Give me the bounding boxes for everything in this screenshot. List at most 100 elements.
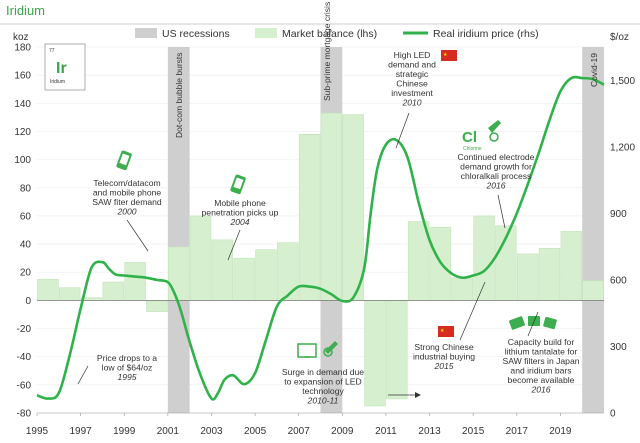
left-axis-tick-label: 80	[20, 183, 32, 194]
annotation-leaders	[77, 112, 539, 396]
x-axis-tick-label: 2015	[462, 426, 485, 437]
recession-label-dotcom: Dot-com bubble bursts	[174, 52, 184, 138]
annotation-year: 2000	[116, 207, 136, 217]
left-axis-tick-label: -20	[17, 324, 32, 335]
legend-label-price: Real iridium price (rhs)	[433, 28, 539, 40]
annotation-year: 2016	[530, 385, 550, 395]
market-balance-bar	[298, 133, 321, 301]
market-balance-bar	[320, 112, 343, 301]
annotation-text-line: Telecom/datacom	[93, 178, 160, 188]
right-axis-tick-label: 0	[610, 409, 616, 420]
x-axis-tick-label: 2019	[549, 426, 572, 437]
market-balance-bar	[277, 242, 299, 301]
market-balance-bar	[102, 281, 125, 301]
left-axis-tick-label: 60	[20, 211, 32, 222]
right-axis-tick-label: 600	[610, 275, 627, 286]
market-balance-bar	[560, 231, 582, 301]
electronics-icons	[508, 316, 557, 330]
annotation-text-line: demand and	[388, 60, 436, 70]
x-axis-tick-label: 1999	[113, 426, 136, 437]
left-axis-tick-label: 20	[20, 268, 32, 279]
market-balance-bar	[233, 257, 255, 301]
market-balance-bar	[364, 300, 386, 407]
page-title: Iridium	[6, 3, 45, 18]
right-axis-tick-label: 1,200	[610, 142, 635, 153]
element-name: Iridium	[50, 79, 65, 85]
left-axis-tick-label: -60	[17, 380, 32, 391]
mobile-phone-icon-2004	[230, 174, 246, 195]
legend-swatch-recessions	[135, 28, 157, 38]
annotation-text-line: become available	[508, 375, 575, 385]
x-axis-tick-label: 1995	[26, 426, 49, 437]
annotation-text-line: Strong Chinese	[414, 342, 473, 352]
mobile-phone-icon	[116, 150, 132, 171]
left-axis-tick-label: 120	[14, 127, 31, 138]
market-balance-bar	[407, 221, 430, 301]
iridium-element-tile: 77 Ir Iridium	[44, 43, 86, 91]
x-axis-tick-label: 1997	[69, 426, 92, 437]
recession-band	[582, 47, 604, 413]
x-axis-tick-label: 2007	[288, 426, 311, 437]
market-balance-bar	[168, 246, 190, 301]
annotation-text-line: penetration picks up	[202, 208, 279, 218]
market-balance-bar	[255, 249, 277, 301]
annotation-text-line: Price drops to a	[97, 353, 157, 363]
arrow-head	[415, 392, 421, 398]
recession-label-subprime: Sub-prime mortgage crisis	[322, 2, 332, 101]
market-balance-bar	[516, 253, 539, 301]
legend: US recessions Market balance (lhs) Real …	[135, 28, 539, 40]
annotation-text-line: SAW filters in Japan	[502, 356, 579, 366]
right-axis-tick-label: 300	[610, 342, 627, 353]
legend-label-recessions: US recessions	[162, 28, 230, 40]
x-axis-tick-label: 2003	[200, 426, 223, 437]
market-balance-bar	[538, 248, 561, 301]
svg-text:★: ★	[440, 328, 445, 334]
right-axis-unit: $/oz	[610, 32, 629, 43]
annotation-text-line: Continued electrode	[458, 152, 535, 162]
x-axis-tick-label: 2001	[157, 426, 180, 437]
annotation-text-line: Mobile phone	[214, 198, 266, 208]
annotation-text-line: demand growth for	[460, 162, 532, 172]
led-screen-icon	[297, 341, 338, 358]
market-balance-bar	[146, 300, 168, 312]
chlorine-icon: Cl Chlorine	[462, 120, 501, 152]
annotation-text-line: and mobile phone	[93, 188, 162, 198]
market-balance-bar	[342, 114, 364, 301]
left-axis-tick-label: 100	[14, 155, 31, 166]
annotation-text-line: technology	[302, 386, 344, 396]
annotation-text-line: low of $64/oz	[102, 363, 153, 373]
left-axis-tick-label: 160	[14, 71, 31, 82]
annotation-text-line: investment	[391, 88, 433, 98]
chlorine-caption: Chlorine	[463, 146, 482, 152]
right-axis-tick-label: 900	[610, 209, 627, 220]
left-axis-tick-label: 0	[25, 296, 31, 307]
x-axis-tick-label: 2017	[506, 426, 529, 437]
annotation-year: 2015	[433, 361, 453, 371]
x-axis-tick-label: 2005	[244, 426, 267, 437]
annotation-text-line: industrial buying	[413, 352, 475, 362]
svg-text:★: ★	[443, 52, 448, 58]
element-symbol: Ir	[56, 60, 67, 77]
annotation-year: 1995	[117, 372, 136, 382]
real-iridium-price-line	[36, 75, 605, 401]
left-axis-tick-label: 140	[14, 99, 31, 110]
annotation-text-line: Chinese	[396, 79, 428, 89]
left-axis-tick-label: -40	[17, 352, 32, 363]
annotation-text-line: chloralkali process	[461, 171, 532, 181]
left-axis-tick-label: 180	[14, 43, 31, 54]
china-flag-icon-2015: ★	[438, 326, 454, 337]
x-axis-tick-label: 2013	[418, 426, 441, 437]
left-axis-tick-label: -80	[17, 409, 32, 420]
market-balance-bar	[582, 280, 604, 301]
annotation-text-line: Capacity build for	[508, 337, 575, 347]
left-axis-tick-label: 40	[20, 240, 32, 251]
chlorine-symbol: Cl	[462, 129, 477, 146]
china-flag-icon-2010: ★	[441, 50, 457, 61]
market-balance-bar	[211, 239, 234, 301]
